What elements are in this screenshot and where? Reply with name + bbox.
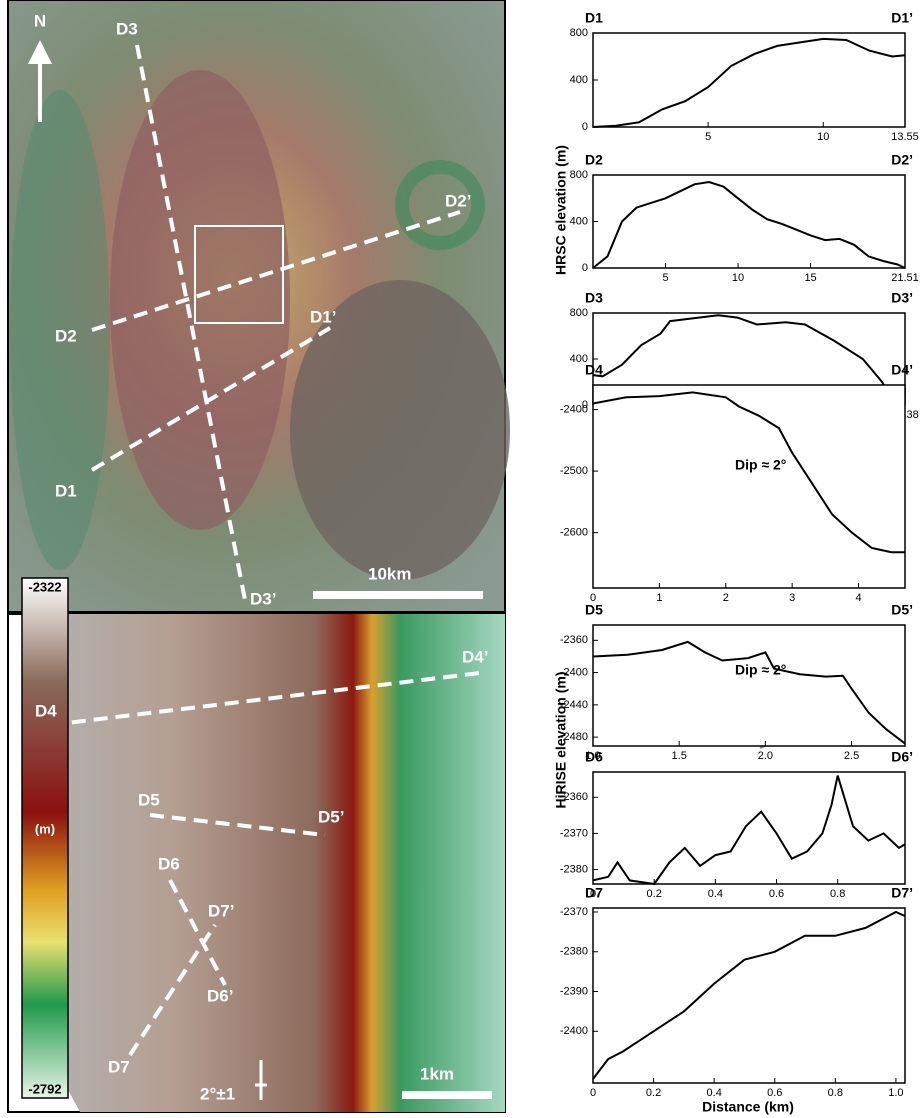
x-tick-label: 2.5 (844, 750, 859, 762)
x-tick-label: 5 (662, 272, 668, 284)
y-tick-label: -2390 (560, 985, 588, 997)
y-tick-label: 0 (582, 262, 588, 274)
colorbar-min: -2792 (28, 1081, 61, 1096)
figure: N D1 D1’ D2 D2’ D3 D3’ 10km D4 D4’ D5 D5… (0, 0, 922, 1118)
x-tick-label: 0.8 (830, 888, 845, 900)
y-tick-label: 400 (570, 74, 588, 86)
x-tick-label: 4 (855, 592, 861, 604)
x-tick-label: 21.51 (891, 272, 919, 284)
y-tick-label: -2400 (560, 1025, 588, 1037)
y-tick-label: -2380 (560, 946, 588, 958)
start-label: D5 (585, 602, 603, 618)
start-label: D3 (585, 290, 603, 306)
x-tick-label: 15 (804, 272, 816, 284)
north-label: N (34, 11, 46, 30)
y-tick-label: -2480 (560, 731, 588, 743)
x-tick-label: 2.0 (758, 750, 773, 762)
x-tick-label: 0.4 (708, 888, 723, 900)
profile-label: D6’ (207, 986, 233, 1005)
plot-frame (593, 908, 905, 1083)
x-tick-label: 0.8 (828, 1087, 843, 1099)
start-label: D7 (585, 885, 603, 901)
x-tick-label: 0.2 (647, 888, 662, 900)
y-tick-label: -2600 (560, 527, 588, 539)
profile-label: D1’ (310, 307, 336, 326)
bottom-map (8, 578, 505, 1112)
plot-frame (593, 175, 905, 268)
profile-label: D4 (35, 701, 57, 720)
end-label: D3’ (891, 290, 913, 306)
colorbar-max: -2322 (28, 579, 61, 594)
start-label: D2 (585, 152, 603, 168)
end-label: D6’ (891, 749, 913, 765)
y-tick-label: -2400 (560, 666, 588, 678)
x-tick-label: 0 (590, 1087, 596, 1099)
profile-label: D3 (116, 19, 138, 38)
end-label: D7’ (891, 885, 913, 901)
profile-label: D5’ (318, 807, 344, 826)
strike-label: 2°±1 (200, 1084, 235, 1103)
x-tick-label: 0.2 (646, 1087, 661, 1099)
plot-frame (593, 625, 905, 746)
colorbar-unit: (m) (35, 821, 55, 836)
annotation: Dip ≈ 2° (735, 662, 786, 678)
x-tick-label: 13.55 (891, 131, 919, 143)
y-tick-label: 0 (582, 121, 588, 133)
profile-label: D7’ (208, 901, 234, 920)
x-tick-label: 0.4 (707, 1087, 722, 1099)
y-tick-label: -2380 (560, 863, 588, 875)
end-label: D5’ (891, 602, 913, 618)
scale-label: 1km (420, 1064, 454, 1083)
start-label: D6 (585, 749, 603, 765)
y-tick-label: -2370 (560, 827, 588, 839)
profile-label: D2’ (445, 191, 471, 210)
start-label: D1 (585, 10, 603, 26)
top-map (8, 0, 510, 612)
profile-label: D3’ (250, 589, 276, 608)
plot-frame (593, 33, 905, 127)
profile-label: D7 (108, 1057, 130, 1076)
x-tick-label: 1.5 (672, 750, 687, 762)
y-tick-label: -2500 (560, 465, 588, 477)
plot-frame (593, 772, 905, 884)
x-tick-label: 10 (732, 272, 744, 284)
profile-label: D2 (55, 326, 77, 345)
annotation: Dip ≈ 2° (735, 457, 786, 473)
profile-label: D6 (158, 854, 180, 873)
y-tick-label: 800 (570, 27, 588, 39)
y-tick-label: -2400 (560, 404, 588, 416)
y-tick-label: 800 (570, 169, 588, 181)
x-tick-label: 0.6 (769, 888, 784, 900)
x-tick-label: 2 (723, 592, 729, 604)
x-tick-label: 1 (656, 592, 662, 604)
y-tick-label: -2360 (560, 634, 588, 646)
y-tick-label: -2440 (560, 699, 588, 711)
start-label: D4 (585, 362, 603, 378)
x-tick-label: 5 (705, 131, 711, 143)
y-tick-label: -2360 (560, 791, 588, 803)
profile-label: D5 (138, 790, 160, 809)
x-axis-title: Distance (km) (702, 1099, 794, 1115)
x-tick-label: 0.6 (767, 1087, 782, 1099)
colorbar (22, 578, 68, 1098)
x-tick-label: 1.0 (888, 1087, 903, 1099)
profile-label: D4’ (462, 647, 488, 666)
end-label: D1’ (891, 10, 913, 26)
end-label: D4’ (891, 362, 913, 378)
x-tick-label: 3 (789, 592, 795, 604)
y-tick-label: -2370 (560, 906, 588, 918)
x-tick-label: 10 (817, 131, 829, 143)
y-tick-label: 400 (570, 215, 588, 227)
end-label: D2’ (891, 152, 913, 168)
plot-frame (593, 385, 905, 588)
y-tick-label: 800 (570, 307, 588, 319)
y-axis-title: HRSC elevation (m) (553, 145, 569, 275)
scale-label: 10km (368, 564, 411, 583)
profile-label: D1 (55, 481, 77, 500)
